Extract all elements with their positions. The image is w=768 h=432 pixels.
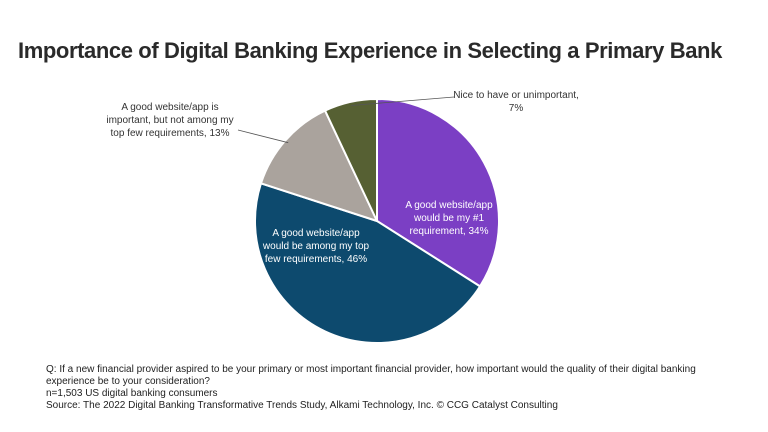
source-note: Source: The 2022 Digital Banking Transfo… (46, 400, 558, 411)
chart-title: Importance of Digital Banking Experience… (18, 38, 722, 63)
slice-important-not-top-label: A good website/app is important, but not … (106, 102, 233, 139)
sample-size: n=1,503 US digital banking consumers (46, 388, 218, 399)
slice-important-not-top (259, 109, 379, 223)
slice-nice-to-have (323, 97, 378, 222)
slice-number-one-requirement-label: A good website/app would be my #1 requirem… (405, 200, 493, 237)
slice-top-few-requirements-label: A good website/app would be among my top f… (262, 228, 370, 265)
survey-question-line-1: Q: If a new financial provider aspired t… (46, 364, 696, 375)
survey-question-line-2: experience be to your consideration? (46, 376, 210, 387)
slice-top-few-requirements (254, 182, 482, 344)
slice-nice-to-have-leader-line (351, 96, 455, 106)
slice-nice-to-have-label: Nice to have or unimportant, 7% (453, 90, 579, 114)
footnote: Q: If a new financial provider aspired t… (46, 364, 746, 412)
slice-important-not-top-leader-line (237, 129, 289, 144)
